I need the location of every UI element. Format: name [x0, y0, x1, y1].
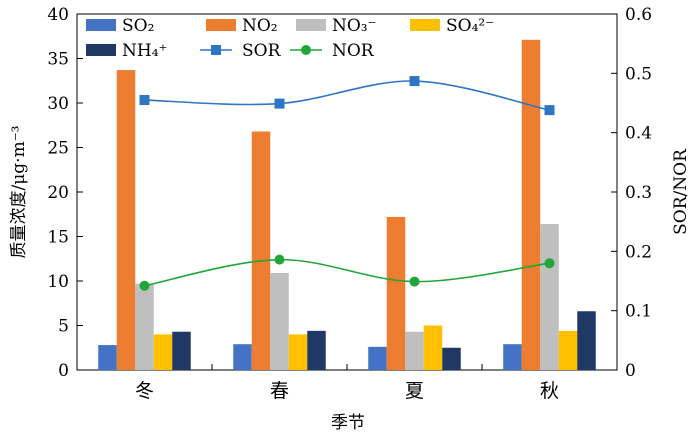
x-axis-title: 季节 — [331, 413, 365, 433]
bar-1-0 — [116, 70, 136, 370]
y-tick-label-8: 40 — [47, 5, 69, 25]
legend-label-bar-4: NH₄⁺ — [122, 41, 168, 61]
legend-marker-0 — [211, 45, 221, 55]
legend-label-line-0: SOR — [242, 41, 282, 61]
marker-0-1 — [274, 98, 285, 109]
bar-2-0 — [135, 283, 154, 370]
legend-marker-1 — [301, 45, 311, 55]
y-tick-label-1: 5 — [58, 317, 69, 337]
marker-0-0 — [139, 95, 150, 106]
y2-tick-label-4: 0.4 — [625, 124, 652, 144]
x-tick-label-1: 春 — [270, 380, 289, 402]
bar-3-3 — [558, 330, 578, 370]
legend-label-bar-0: SO₂ — [122, 16, 154, 36]
bar-3-0 — [153, 334, 173, 370]
legend-label-bar-3: SO₄²⁻ — [446, 16, 494, 36]
bar-4-1 — [307, 330, 326, 370]
legend-swatch-bar-0 — [86, 19, 116, 31]
y-tick-label-0: 0 — [58, 361, 69, 381]
y2-tick-label-6: 0.6 — [625, 5, 652, 25]
bar-0-1 — [233, 344, 252, 370]
bar-0-2 — [368, 346, 387, 370]
marker-1-0 — [139, 280, 150, 291]
marker-0-3 — [544, 105, 555, 116]
line-1 — [144, 258, 550, 287]
y2-tick-label-0: 0 — [625, 361, 636, 381]
legend-label-bar-1: NO₂ — [242, 16, 278, 36]
bar-0-0 — [98, 345, 117, 370]
y-tick-label-6: 30 — [47, 94, 69, 114]
y2-tick-label-1: 0.1 — [625, 302, 652, 322]
legend-swatch-bar-2 — [296, 19, 326, 31]
bar-4-0 — [172, 331, 191, 370]
marker-1-2 — [409, 276, 420, 287]
x-tick-label-0: 冬 — [135, 380, 154, 402]
bar-3-1 — [288, 334, 308, 370]
bar-1-3 — [521, 39, 541, 371]
bar-4-3 — [577, 311, 596, 370]
bar-4-2 — [442, 347, 461, 370]
y-tick-label-7: 35 — [47, 50, 69, 70]
line-0 — [144, 80, 550, 111]
legend-label-line-1: NOR — [332, 41, 375, 61]
bar-2-3 — [540, 224, 559, 370]
y-axis-title: 质量浓度/μg·m⁻³ — [9, 126, 29, 259]
legend-swatch-bar-4 — [86, 44, 116, 56]
legend-swatch-bar-1 — [206, 19, 236, 31]
y-tick-label-5: 25 — [47, 139, 69, 159]
bar-1-2 — [386, 216, 406, 370]
legend-swatch-bar-3 — [410, 19, 440, 31]
bar-1-1 — [251, 131, 271, 370]
bar-2-1 — [270, 272, 289, 370]
y2-tick-label-5: 0.5 — [625, 64, 652, 84]
marker-1-3 — [544, 258, 555, 269]
y-tick-label-4: 20 — [47, 183, 69, 203]
legend-label-bar-2: NO₃⁻ — [332, 16, 377, 36]
bar-3-2 — [423, 325, 443, 370]
x-tick-label-3: 秋 — [540, 380, 559, 402]
x-tick-label-2: 夏 — [405, 380, 424, 402]
y2-tick-label-3: 0.3 — [625, 183, 652, 203]
y-tick-label-3: 15 — [47, 228, 69, 248]
y2-axis-title: SOR/NOR — [671, 148, 691, 235]
y2-tick-label-2: 0.2 — [625, 242, 652, 262]
bar-0-3 — [503, 344, 522, 370]
y-tick-label-2: 10 — [47, 272, 69, 292]
marker-0-2 — [409, 76, 420, 87]
bar-2-2 — [405, 331, 424, 370]
marker-1-1 — [274, 254, 285, 265]
